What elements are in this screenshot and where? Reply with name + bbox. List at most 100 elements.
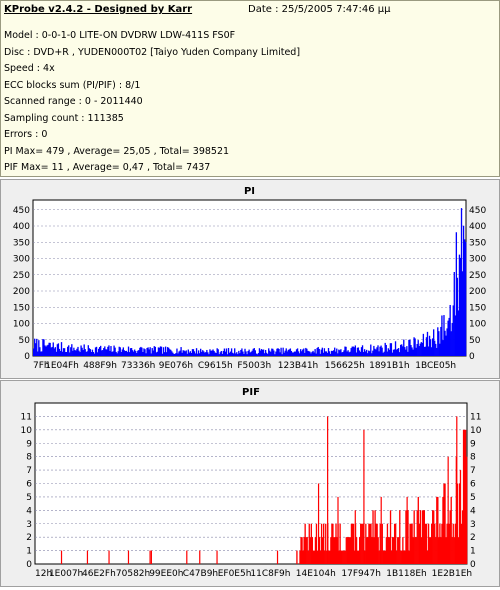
bar	[403, 550, 405, 564]
bar	[411, 523, 413, 564]
bar	[331, 350, 334, 356]
bar	[449, 304, 451, 356]
pif-summary-line: PIF Max= 11 , Average= 0,47 , Total= 743…	[4, 162, 211, 173]
bar	[104, 346, 106, 356]
bar	[359, 537, 361, 564]
bar	[298, 353, 301, 356]
bar	[97, 348, 100, 356]
bar	[416, 343, 418, 356]
bar	[363, 349, 366, 356]
bar	[384, 342, 386, 356]
bar	[242, 351, 244, 356]
sampling-count-line: Sampling count : 111385	[4, 112, 124, 124]
bar	[425, 337, 428, 356]
bar	[273, 350, 275, 356]
errors-line: Errors : 0	[4, 129, 48, 140]
x-tick-label: 156625h	[325, 361, 365, 371]
bar	[342, 550, 344, 564]
bar	[423, 346, 426, 356]
bar	[155, 352, 158, 356]
bar	[372, 350, 374, 356]
bar	[441, 315, 443, 356]
bar	[376, 347, 378, 356]
ecc-blocks-line: ECC blocks sum (PI/PIF) : 8/1	[4, 79, 141, 91]
bar	[304, 523, 306, 564]
bar	[68, 345, 70, 356]
bar-spike	[276, 550, 279, 564]
bar	[106, 349, 108, 356]
bar	[138, 350, 140, 356]
bar	[140, 346, 142, 356]
bar	[461, 271, 464, 356]
bar	[328, 550, 330, 564]
bar	[393, 523, 396, 564]
bar	[453, 537, 455, 564]
bar	[308, 523, 310, 564]
bar	[424, 523, 427, 564]
bar	[253, 348, 255, 356]
bar	[397, 348, 400, 356]
bar	[193, 351, 196, 356]
bar	[352, 523, 355, 564]
bar	[392, 349, 395, 356]
bar	[417, 496, 419, 564]
bar	[368, 350, 370, 356]
bar	[153, 346, 155, 356]
bar	[267, 353, 269, 356]
bar	[208, 354, 210, 356]
bar-spike	[363, 429, 365, 564]
bar	[377, 345, 379, 356]
bar	[326, 550, 328, 564]
bar	[331, 523, 333, 564]
bar	[405, 349, 407, 356]
bar	[301, 537, 303, 564]
bar	[400, 344, 402, 356]
bar	[213, 350, 215, 356]
bar	[90, 352, 93, 356]
bar	[341, 550, 343, 564]
bar	[340, 550, 342, 564]
y-tick-label-right: 450	[469, 206, 486, 216]
bar	[290, 350, 293, 356]
bar	[402, 346, 404, 356]
bar	[351, 346, 353, 356]
bar	[270, 351, 272, 356]
bar	[146, 347, 148, 356]
bar	[42, 339, 44, 356]
bar	[121, 349, 123, 356]
y-tick-label-left: 9	[26, 439, 32, 449]
bar	[422, 510, 425, 564]
y-tick-label-right: 200	[469, 287, 486, 297]
bar	[460, 208, 463, 356]
bar	[385, 344, 387, 356]
bar	[410, 345, 412, 356]
scan-date: Date : 25/5/2005 7:47:46 μμ	[248, 4, 391, 15]
bar	[427, 523, 430, 564]
bar	[391, 537, 394, 564]
bar	[93, 353, 96, 356]
y-tick-label-left: 6	[26, 480, 32, 490]
bar-spike	[423, 510, 425, 564]
bar	[413, 337, 415, 356]
bar	[429, 339, 432, 356]
bar-spike	[380, 496, 382, 564]
bar	[324, 351, 327, 356]
x-tick-label: 17F947h	[341, 569, 381, 579]
bar	[401, 344, 403, 356]
bar	[307, 350, 309, 356]
bar	[128, 352, 131, 356]
bar	[83, 344, 85, 356]
bar	[236, 352, 238, 356]
bar	[56, 344, 59, 356]
bar	[413, 510, 415, 564]
bar	[261, 349, 264, 356]
bar	[349, 537, 352, 564]
bar	[160, 346, 163, 356]
bar-spike	[86, 550, 89, 564]
bar	[61, 351, 64, 356]
y-tick-label-left: 350	[13, 238, 30, 248]
bar	[445, 537, 447, 564]
y-tick-label-left: 3	[26, 520, 32, 530]
bar	[147, 347, 149, 356]
model-line: Model : 0-0-1-0 LITE-ON DVDRW LDW-411S F…	[4, 30, 236, 41]
